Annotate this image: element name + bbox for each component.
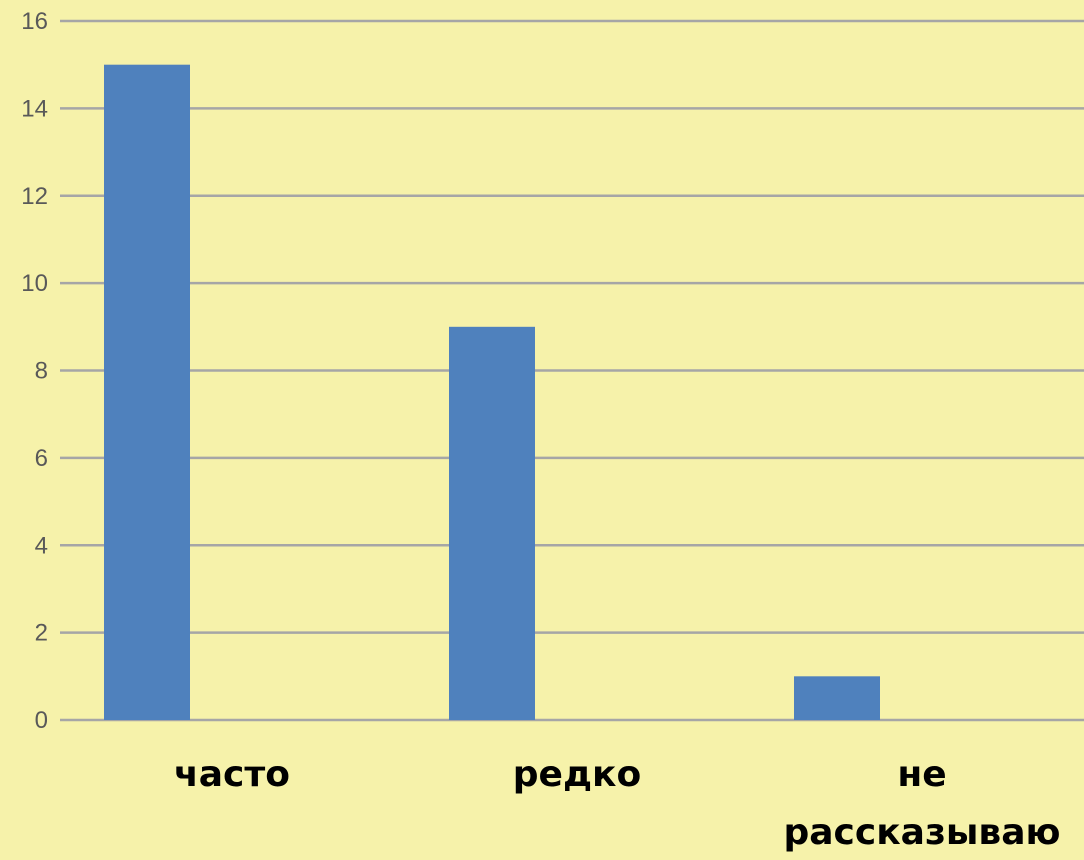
bars [104,64,880,720]
y-tick-label: 16 [21,8,48,35]
bar-2 [449,326,535,720]
y-axis-tick-labels: 0 2 4 6 8 10 12 14 16 [21,8,48,734]
y-tick-label: 14 [21,95,48,122]
gridlines [60,19,1084,722]
category-label: часто [174,754,290,795]
category-label: редко [513,754,641,795]
bar-3 [794,676,880,720]
category-label: не [897,754,946,795]
category-label: рассказываю [783,812,1060,853]
y-tick-label: 0 [35,707,48,734]
y-tick-label: 10 [21,270,48,297]
y-tick-label: 4 [35,532,48,559]
y-tick-label: 12 [21,183,48,210]
x-axis-category-labels: часто редко не рассказываю [174,754,1060,853]
y-tick-label: 2 [35,620,48,647]
y-tick-label: 8 [35,358,48,385]
y-tick-label: 6 [35,445,48,472]
bar-1 [104,64,190,720]
